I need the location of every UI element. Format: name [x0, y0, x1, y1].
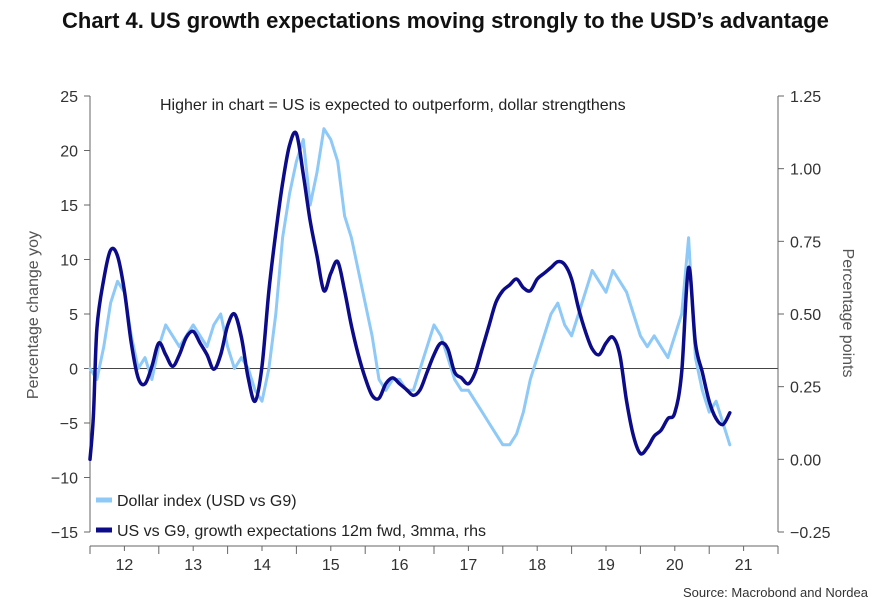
source-note: Source: Macrobond and Nordea [683, 585, 869, 600]
y-tick-label-right: 0.00 [790, 452, 821, 469]
y-tick-label-left: 15 [60, 198, 78, 215]
y-tick-label-right: 0.50 [790, 307, 821, 324]
x-tick-label: 21 [735, 557, 753, 574]
y-tick-label-right: −0.25 [790, 525, 831, 542]
y-tick-label-left: 10 [60, 253, 78, 270]
y-tick-label-right: 0.25 [790, 380, 821, 397]
y-tick-label-left: −10 [51, 471, 78, 488]
x-tick-label: 16 [391, 557, 409, 574]
chart-title: Chart 4. US growth expectations moving s… [62, 8, 829, 33]
y-tick-label-left: 25 [60, 89, 78, 106]
series-line-dollar-index [88, 127, 732, 447]
x-tick-label: 13 [184, 557, 202, 574]
y-tick-label-left: −15 [51, 525, 78, 542]
y-axis-label-right: Percentage points [839, 249, 856, 378]
x-tick-label: 19 [597, 557, 615, 574]
x-tick-label: 14 [253, 557, 271, 574]
legend: Dollar index (USD vs G9) US vs G9, growt… [96, 493, 486, 540]
y-tick-label-right: 0.75 [790, 234, 821, 251]
x-tick-label: 20 [666, 557, 684, 574]
series-line-growth-expectations [88, 130, 732, 462]
y-tick-label-left: 5 [69, 307, 78, 324]
y-tick-label-right: 1.00 [790, 162, 821, 179]
legend-label-growth-expectations: US vs G9, growth expectations 12m fwd, 3… [117, 523, 486, 540]
y-axis-label-left: Percentage change yoy [25, 231, 42, 399]
x-tick-label: 12 [116, 557, 134, 574]
x-tick-label: 17 [460, 557, 478, 574]
y-tick-label-left: −5 [60, 416, 78, 433]
legend-label-dollar-index: Dollar index (USD vs G9) [117, 493, 297, 510]
y-tick-label-left: 0 [69, 362, 78, 379]
y-tick-label-left: 20 [60, 144, 78, 161]
x-tick-label: 18 [528, 557, 546, 574]
y-tick-label-right: 1.25 [790, 89, 821, 106]
chart-annotation: Higher in chart = US is expected to outp… [160, 97, 626, 114]
x-tick-label: 15 [322, 557, 340, 574]
